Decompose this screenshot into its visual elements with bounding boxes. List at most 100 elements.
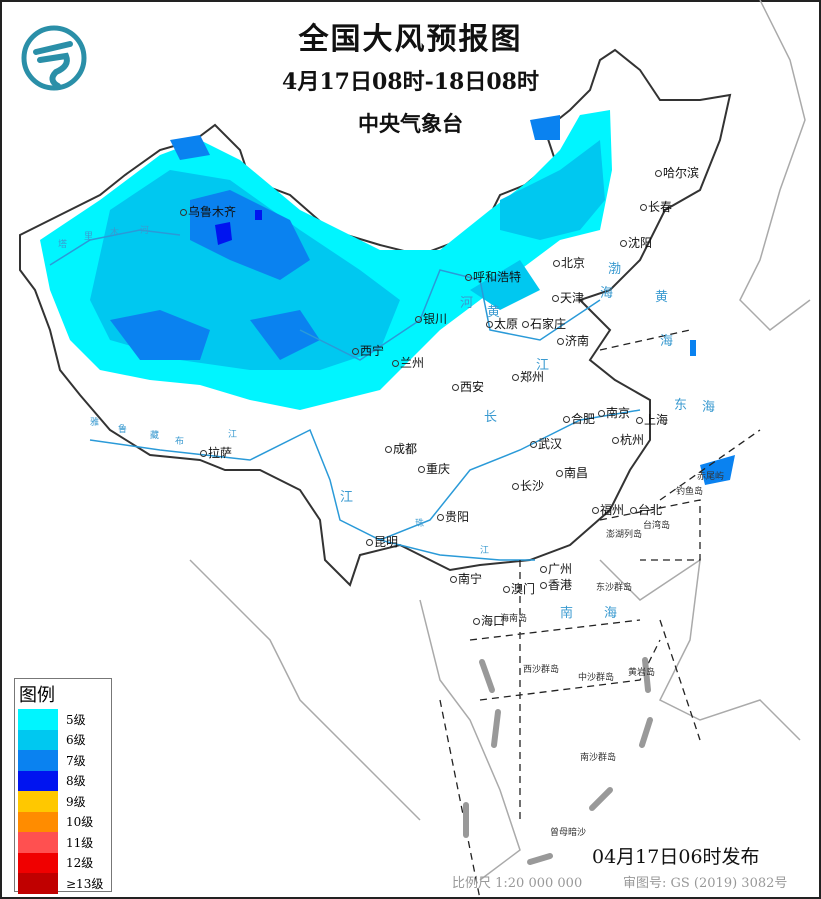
city-marker-icon [522,321,529,328]
city-marker-icon [630,507,637,514]
city-name: 香港 [548,578,573,592]
city-label: 香港 [540,578,572,592]
city-marker-icon [392,360,399,367]
city-label: 呼和浩特 [465,270,521,284]
city-label: 石家庄 [522,317,566,331]
city-marker-icon [552,295,559,302]
city-marker-icon [450,576,457,583]
city-marker-icon [530,441,537,448]
city-label: 武汉 [530,437,562,451]
city-name: 昆明 [374,535,399,549]
city-name: 北京 [561,256,586,270]
city-name: 西安 [460,380,485,394]
legend-item: 12级 [15,852,111,873]
city-name: 西宁 [360,344,385,358]
river-yellow [299,269,601,361]
city-name: 广州 [548,562,573,576]
city-name: 贵阳 [445,510,470,524]
water-label: 河 [140,226,150,236]
city-label: 广州 [540,562,572,576]
water-label: 海 [660,334,674,349]
map-scale: 比例尺 1:20 000 000 [452,876,583,891]
city-name: 南宁 [458,572,483,586]
city-label: 拉萨 [200,446,232,460]
legend-item: 7级 [15,750,111,771]
legend-item: 9级 [15,791,111,812]
legend-swatch [18,750,58,771]
water-label: 黄 [487,305,501,320]
legend-title: 图例 [19,685,55,706]
city-label: 兰州 [392,356,424,370]
city-marker-icon [503,586,510,593]
legend-swatch [18,873,58,894]
city-marker-icon [640,204,647,211]
legend-label: 12级 [66,856,94,871]
city-name: 合肥 [571,412,596,426]
city-label: 沈阳 [620,236,652,250]
city-label: 西安 [452,380,484,394]
city-name: 济南 [565,334,590,348]
city-marker-icon [598,410,605,417]
city-marker-icon [473,618,480,625]
city-label: 郑州 [512,370,544,384]
city-label: 银川 [415,312,447,326]
city-marker-icon [180,209,187,216]
city-marker-icon [200,450,207,457]
city-name: 台北 [638,503,663,517]
sea-boundary [439,329,761,899]
city-name: 哈尔滨 [663,166,700,180]
island-label: 南沙群岛 [580,753,617,763]
water-label: 江 [340,490,354,505]
city-marker-icon [540,566,547,573]
legend-swatch [18,832,58,853]
city-marker-icon [557,338,564,345]
legend-item: 8级 [15,770,111,791]
city-name: 天津 [560,291,585,305]
water-label: 里 [84,232,94,242]
water-label: 珠 [415,519,425,529]
water-label: 江 [228,430,238,440]
city-label: 北京 [553,256,585,270]
city-label: 长沙 [512,479,544,493]
issue-time: 04月17日06时发布 [592,846,760,868]
city-label: 成都 [385,442,417,456]
water-label: 黄 [655,290,669,305]
city-name: 兰州 [400,356,425,370]
water-label: 鲁 [118,425,128,435]
legend-label: 11级 [66,835,94,850]
city-name: 呼和浩特 [473,270,522,284]
legend-swatch [18,852,58,873]
city-label: 合肥 [563,412,595,426]
city-label: 西宁 [352,344,384,358]
city-name: 南昌 [564,466,589,480]
island-label: 中沙群岛 [578,673,615,683]
city-marker-icon [486,321,493,328]
city-label: 海口 [473,614,505,628]
city-name: 长春 [648,200,673,214]
city-marker-icon [556,470,563,477]
water-label: 河 [460,296,474,311]
neighbor-coastline [189,0,811,881]
city-name: 重庆 [426,462,451,476]
river-tarim [49,229,181,266]
city-label: 济南 [557,334,589,348]
city-marker-icon [540,582,547,589]
legend-swatch [18,791,58,812]
city-marker-icon [636,417,643,424]
island-label: 东沙群岛 [596,583,633,593]
city-label: 长春 [640,200,672,214]
city-name: 南京 [606,406,631,420]
city-label: 南宁 [450,572,482,586]
city-name: 沈阳 [628,236,653,250]
city-label: 福州 [592,503,624,517]
island-label: 赤尾屿 [697,472,725,482]
issuer: 中央气象台 [358,111,463,136]
island-label: 台湾岛 [643,521,671,531]
city-marker-icon [418,466,425,473]
legend-swatch [18,729,58,750]
map-title: 全国大风预报图 [298,22,523,57]
approval-number: 审图号: GS (2019) 3082号 [623,876,788,891]
city-marker-icon [437,514,444,521]
